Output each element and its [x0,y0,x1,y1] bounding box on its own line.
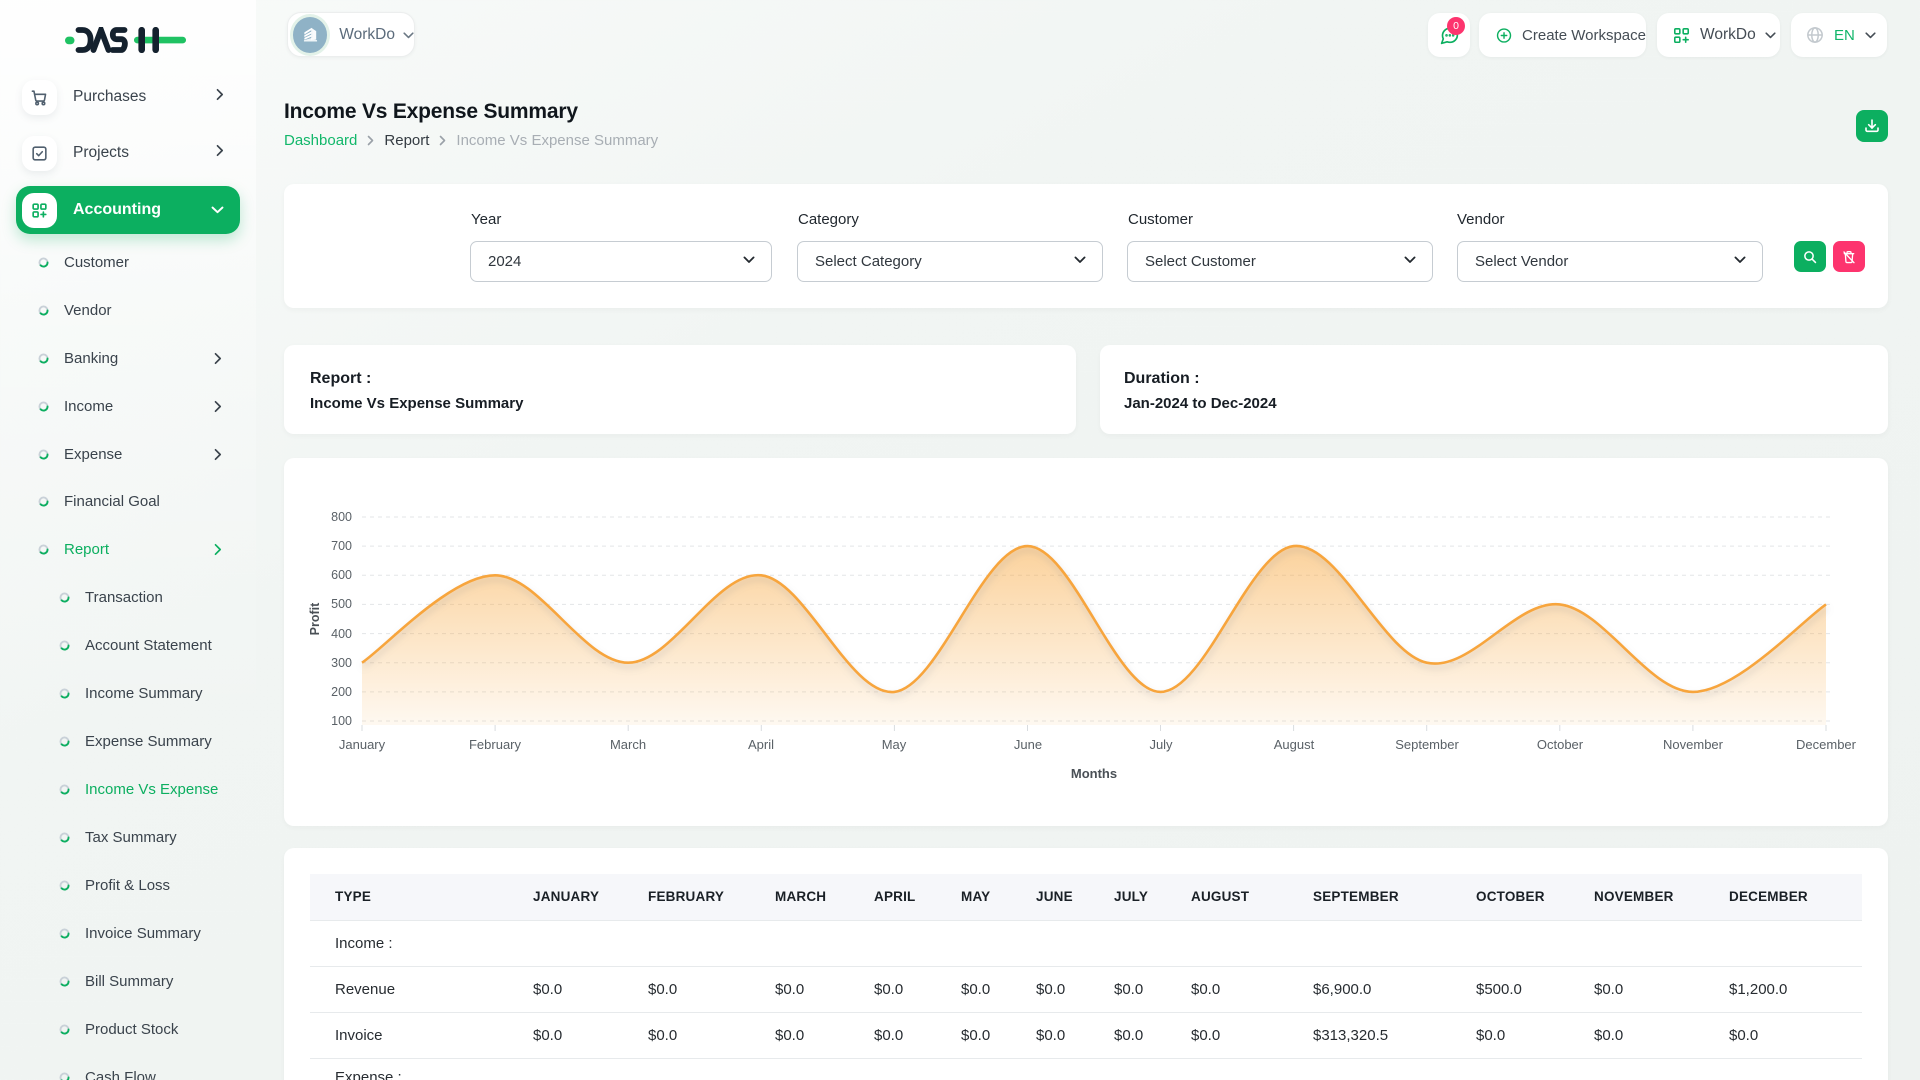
svg-text:July: July [1149,737,1173,752]
svg-text:Months: Months [1071,766,1117,781]
svg-text:100: 100 [331,714,352,728]
svg-text:January: January [339,737,386,752]
svg-text:September: September [1395,737,1459,752]
svg-text:February: February [469,737,522,752]
svg-text:April: April [748,737,774,752]
svg-text:December: December [1796,737,1857,752]
svg-text:Profit: Profit [308,602,322,635]
svg-text:400: 400 [331,627,352,641]
svg-text:700: 700 [331,539,352,553]
svg-text:October: October [1537,737,1584,752]
svg-text:600: 600 [331,568,352,582]
svg-text:200: 200 [331,685,352,699]
svg-text:August: August [1274,737,1315,752]
svg-text:June: June [1014,737,1042,752]
svg-text:300: 300 [331,656,352,670]
svg-text:November: November [1663,737,1724,752]
svg-text:500: 500 [331,597,352,611]
svg-text:May: May [882,737,907,752]
svg-text:March: March [610,737,646,752]
svg-text:800: 800 [331,510,352,524]
